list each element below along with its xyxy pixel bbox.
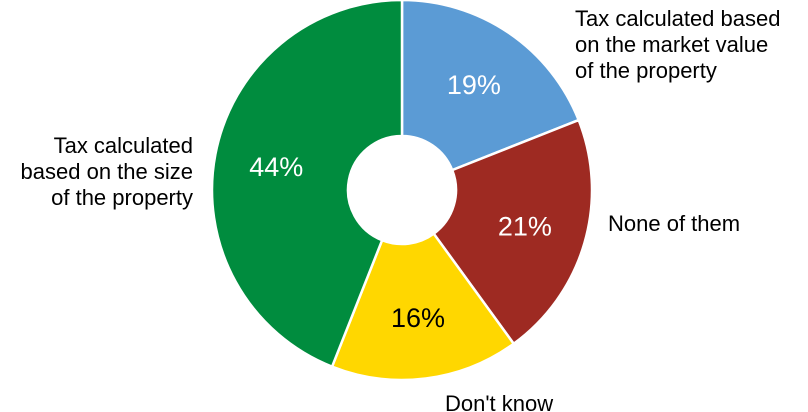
slice-category-label: Tax calculated based on the size of the pr… [21,133,193,210]
category-label-line: based on the size [21,159,193,184]
slice-category-label: None of them [608,211,740,236]
category-label-line: of the property [51,185,193,210]
category-labels-layer: Tax calculated based on the market value o… [21,6,781,412]
category-label-line: Tax calculated based [575,6,780,31]
slice-category-label: Tax calculated based on the market value o… [575,6,780,83]
slice-percent-label: 19% [447,70,501,100]
slice-tax-calculated-based-on-the-market-value-of-the-property [400,0,581,172]
percent-labels-layer: 19% 21% 16% 44% [249,70,552,333]
category-label-line: on the market value [575,32,768,57]
slice-tax-calculated-based-on-the-size-of-the-property [210,0,404,369]
slice-category-label: Don't know [445,391,553,412]
category-label-line: None of them [608,211,740,236]
category-label-line: Tax calculated [54,133,193,158]
slices-layer [210,0,594,382]
slice-percent-label: 21% [498,212,552,242]
category-label-line: of the property [575,58,717,83]
slice-percent-label: 44% [249,152,303,182]
slice-percent-label: 16% [391,303,445,333]
category-label-line: Don't know [445,391,553,412]
slice-don-t-know [330,231,516,382]
